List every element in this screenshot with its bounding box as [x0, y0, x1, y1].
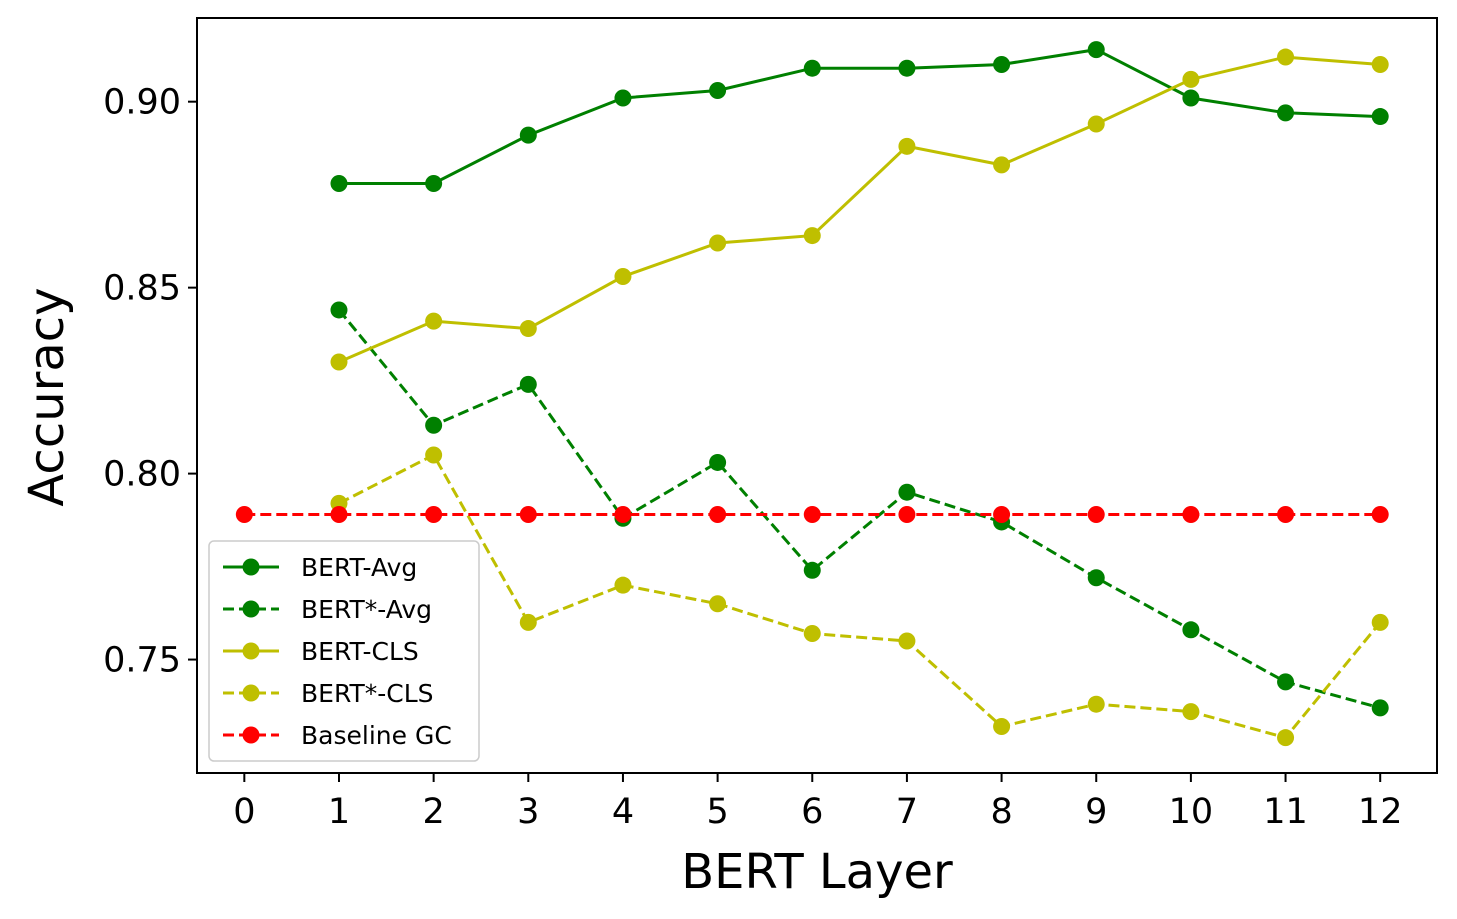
data-point: [803, 59, 821, 77]
data-point: [330, 506, 348, 524]
legend-swatch-marker: [242, 684, 260, 702]
x-tick-label: 6: [801, 792, 823, 832]
data-point: [425, 446, 443, 464]
legend-swatch-marker: [242, 558, 260, 576]
y-tick-label: 0.85: [103, 269, 181, 309]
data-point: [1371, 506, 1389, 524]
data-point: [519, 613, 537, 631]
data-point: [614, 506, 632, 524]
data-point: [1277, 48, 1295, 66]
data-point: [1182, 703, 1200, 721]
plot-frame: [196, 17, 1438, 774]
data-point: [1182, 70, 1200, 88]
data-point: [1371, 108, 1389, 126]
data-point: [993, 55, 1011, 73]
legend-label: BERT-Avg: [301, 553, 417, 582]
data-point: [519, 126, 537, 144]
y-tick-label: 0.80: [103, 455, 181, 495]
x-tick-label: 11: [1263, 792, 1308, 832]
x-tick-label: 12: [1358, 792, 1403, 832]
data-point: [898, 137, 916, 155]
data-point: [898, 632, 916, 650]
data-point: [1277, 729, 1295, 747]
x-tick-label: 5: [706, 792, 728, 832]
data-point: [235, 506, 253, 524]
series-line-bert-cls: [338, 55, 1381, 364]
series-line-bert-cls: [338, 453, 1382, 740]
legend: BERT-Avg BERT*-Avg BERT-CLS BERT*-CLS Baseli…: [208, 540, 480, 762]
x-tick-label: 2: [423, 792, 445, 832]
data-point: [1277, 506, 1295, 524]
data-point: [898, 59, 916, 77]
data-point: [425, 506, 443, 524]
data-point: [1087, 695, 1105, 713]
data-point: [709, 234, 727, 252]
y-tick-label: 0.90: [103, 83, 181, 123]
series-line-bert-avg: [337, 309, 1381, 710]
data-point: [709, 82, 727, 100]
data-point: [1087, 569, 1105, 587]
data-point: [993, 156, 1011, 174]
x-axis: 0 1 2 3 4 5 6 7 8 9 10 11 12: [233, 773, 1402, 832]
data-point: [1277, 673, 1295, 691]
data-point: [519, 320, 537, 338]
data-point: [1182, 621, 1200, 639]
plot-marks: [235, 41, 1389, 747]
x-tick-label: 9: [1085, 792, 1107, 832]
data-point: [614, 576, 632, 594]
data-point: [425, 175, 443, 193]
data-point: [898, 483, 916, 501]
legend-swatch-marker: [242, 642, 260, 660]
x-tick-label: 8: [990, 792, 1012, 832]
data-point: [614, 89, 632, 107]
data-point: [519, 506, 537, 524]
data-point: [898, 506, 916, 524]
data-point: [1087, 506, 1105, 524]
x-tick-label: 0: [233, 792, 255, 832]
data-point: [1371, 613, 1389, 631]
data-point: [519, 375, 537, 393]
data-point: [803, 561, 821, 579]
data-point: [803, 625, 821, 643]
y-axis-label: Accuracy: [19, 287, 75, 506]
data-point: [330, 175, 348, 193]
legend-box: [208, 540, 480, 762]
x-tick-label: 3: [517, 792, 539, 832]
data-point: [709, 595, 727, 613]
x-tick-label: 1: [328, 792, 350, 832]
data-point: [425, 312, 443, 330]
data-point: [709, 506, 727, 524]
legend-label: BERT*-Avg: [301, 595, 432, 624]
data-point: [1182, 89, 1200, 107]
x-axis-label: BERT Layer: [681, 844, 953, 900]
data-point: [803, 506, 821, 524]
x-tick-label: 4: [612, 792, 634, 832]
legend-label: BERT-CLS: [301, 637, 419, 666]
y-tick-label: 0.75: [103, 641, 181, 681]
data-point: [993, 718, 1011, 736]
data-point: [1277, 104, 1295, 122]
data-point: [330, 353, 348, 371]
data-point: [1371, 699, 1389, 717]
data-point: [614, 267, 632, 285]
legend-swatch-marker: [242, 600, 260, 618]
x-tick-label: 7: [896, 792, 918, 832]
x-tick-label: 10: [1169, 792, 1214, 832]
legend-label: Baseline GC: [301, 721, 452, 750]
legend-label: BERT*-CLS: [301, 679, 434, 708]
legend-swatch-marker: [242, 726, 260, 744]
data-point: [803, 227, 821, 245]
data-point: [1087, 41, 1105, 59]
data-point: [1371, 55, 1389, 73]
data-point: [993, 506, 1011, 524]
data-point: [709, 453, 727, 471]
data-point: [425, 416, 443, 434]
series-line-bert-avg: [339, 48, 1381, 185]
data-point: [1087, 115, 1105, 133]
y-axis: 0.75 0.80 0.85 0.90: [103, 83, 197, 681]
data-point: [330, 301, 348, 319]
data-point: [1182, 506, 1200, 524]
